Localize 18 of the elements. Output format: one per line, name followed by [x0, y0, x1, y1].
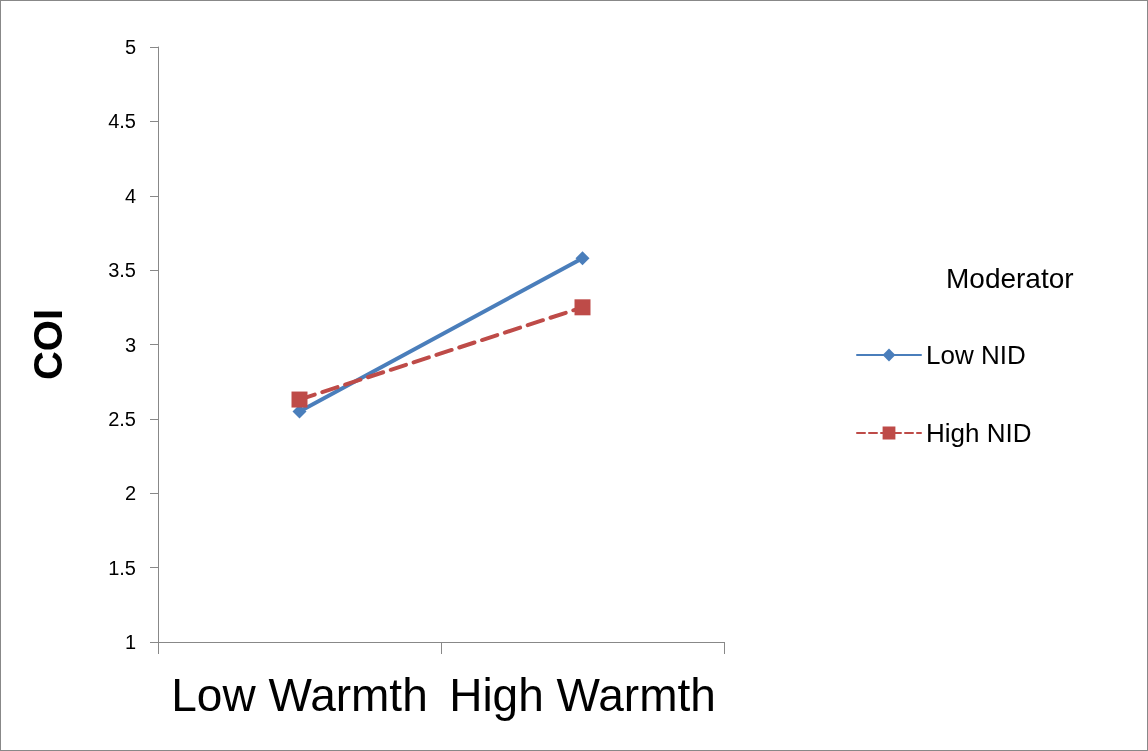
y-tick-label: 3.5: [108, 259, 136, 282]
legend-title: Moderator: [946, 262, 1074, 294]
x-tick-label: High Warmth: [449, 669, 716, 721]
y-tick-label: 1: [124, 631, 136, 653]
y-tick-label: 5: [124, 36, 136, 58]
y-tick-label: 3: [124, 333, 136, 356]
y-tick-label: 4: [124, 184, 136, 207]
point: [575, 251, 590, 266]
legend-label: High NID: [926, 418, 1032, 448]
y-tick-label: 2: [124, 482, 136, 505]
y-axis-title: COI: [26, 308, 70, 381]
legend-label: Low NID: [926, 340, 1026, 370]
point: [574, 299, 591, 316]
y-tick-label: 2.5: [108, 407, 136, 430]
x-tick-label: Low Warmth: [171, 669, 428, 721]
y-tick-label: 4.5: [108, 110, 136, 133]
point: [291, 391, 308, 408]
y-tick-label: 1.5: [108, 556, 136, 579]
